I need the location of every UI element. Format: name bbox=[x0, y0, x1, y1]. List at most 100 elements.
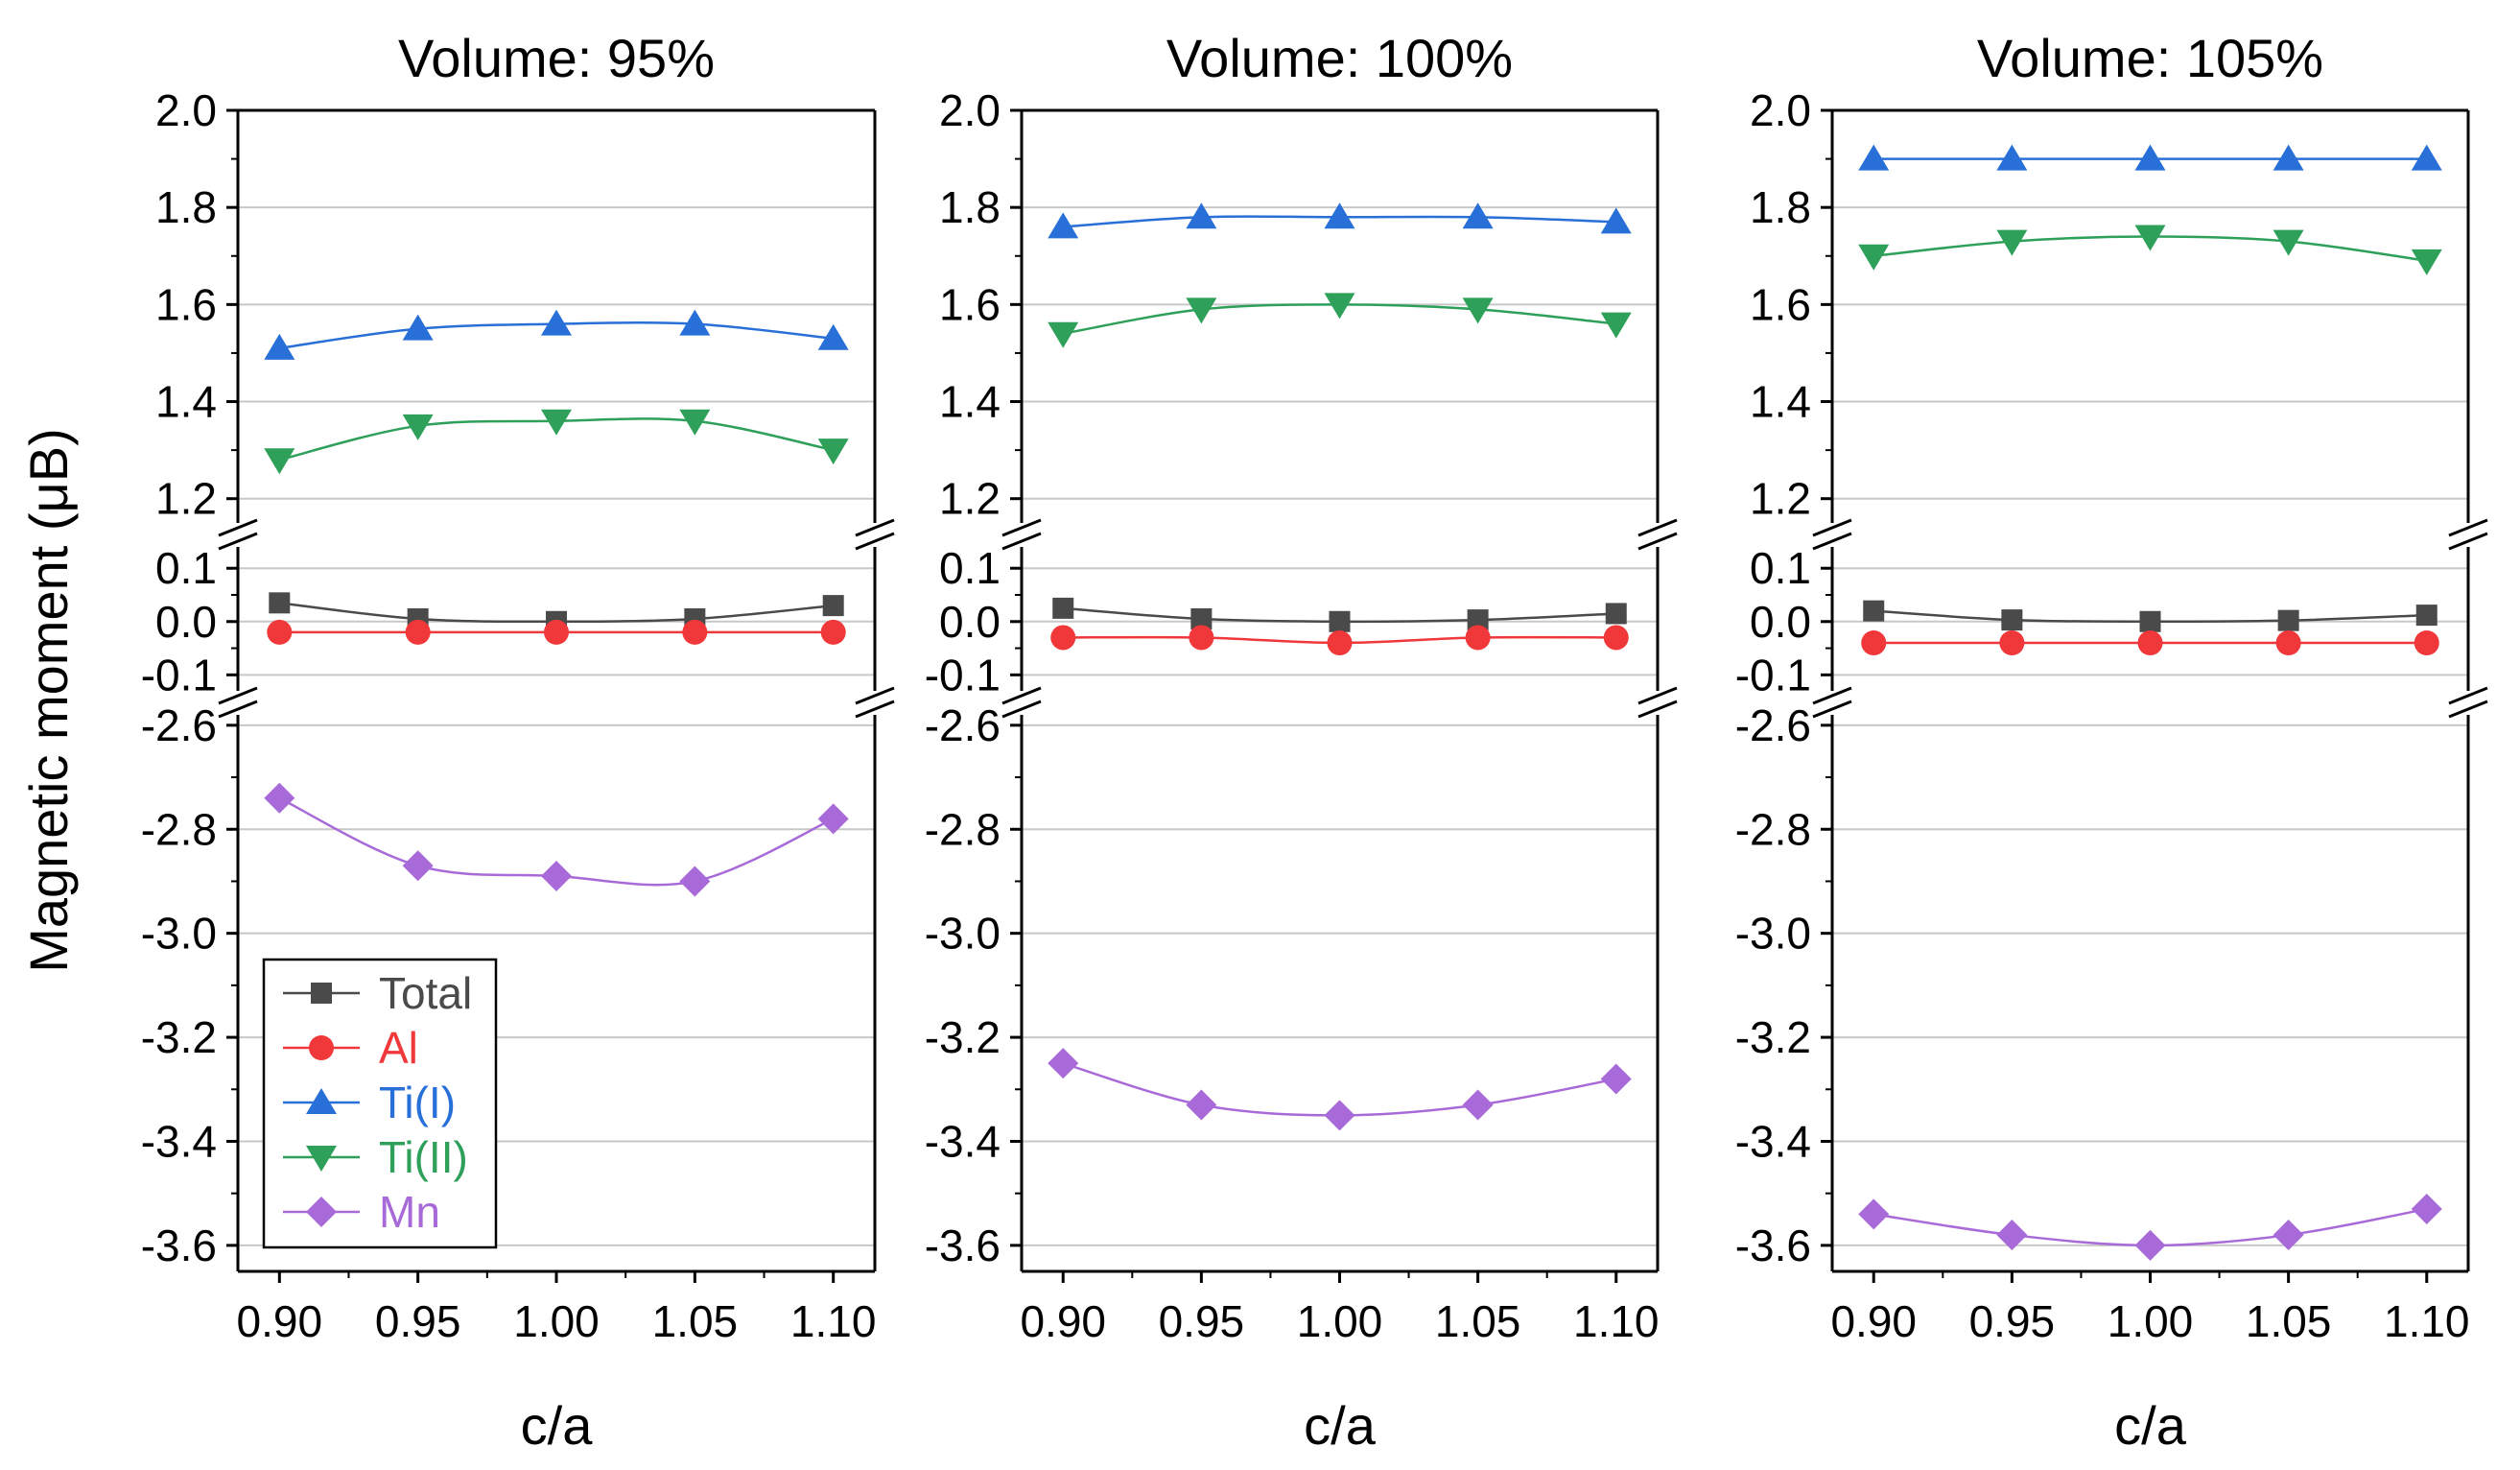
y-tick-label: 1.2 bbox=[1750, 474, 1811, 524]
y-tick-label: -3.2 bbox=[141, 1012, 217, 1062]
legend-marker bbox=[306, 1146, 337, 1172]
y-tick-label: -3.6 bbox=[141, 1221, 217, 1270]
data-point-total bbox=[2415, 605, 2438, 627]
data-point-ti-ii bbox=[1858, 244, 1890, 271]
axis-break-mark bbox=[1001, 532, 1042, 551]
y-tick-label: 0.0 bbox=[1750, 597, 1811, 647]
data-point-mn bbox=[541, 861, 572, 892]
y-tick-label: -3.6 bbox=[925, 1221, 1001, 1270]
data-point-al bbox=[267, 619, 293, 645]
axis-break-mark bbox=[2448, 532, 2488, 551]
data-point-mn bbox=[1462, 1089, 1494, 1121]
axis-break-mark bbox=[855, 686, 895, 705]
data-point-al bbox=[682, 619, 708, 645]
data-point-total bbox=[1467, 609, 1489, 631]
axis-break-mark bbox=[218, 699, 258, 719]
data-point-ti-ii bbox=[2411, 249, 2442, 275]
axis-break-mark bbox=[1001, 686, 1042, 705]
y-tick-label: -3.4 bbox=[1735, 1116, 1811, 1166]
data-point-mn bbox=[1186, 1089, 1217, 1121]
y-tick-label: -2.6 bbox=[141, 700, 217, 750]
data-point-mn bbox=[1858, 1198, 1890, 1230]
y-tick-label: 1.6 bbox=[939, 279, 1001, 329]
legend-item-ti-ii: Ti(II) bbox=[283, 1132, 468, 1182]
data-point-ti-i bbox=[1996, 144, 2028, 171]
legend-marker bbox=[309, 1035, 334, 1060]
data-point-ti-ii bbox=[264, 448, 295, 475]
x-tick-label: 0.95 bbox=[1969, 1296, 2056, 1346]
data-point-ti-i bbox=[541, 309, 572, 336]
legend-label: Al bbox=[379, 1023, 418, 1073]
axis-break-mark bbox=[855, 532, 895, 551]
data-point-ti-i bbox=[1462, 202, 1494, 229]
axis-break-mark bbox=[855, 699, 895, 719]
panel-title: Volume: 100% bbox=[1166, 28, 1513, 88]
data-point-ti-i bbox=[2134, 144, 2166, 171]
data-point-al bbox=[1327, 630, 1353, 655]
y-tick-label: -2.8 bbox=[1735, 804, 1811, 854]
data-point-al bbox=[1603, 625, 1629, 651]
legend-label: Ti(I) bbox=[379, 1078, 456, 1127]
data-point-ti-ii bbox=[2134, 225, 2166, 251]
axis-break-mark bbox=[1001, 518, 1042, 537]
y-tick-label: 1.8 bbox=[155, 182, 217, 232]
data-point-mn bbox=[679, 865, 711, 897]
data-point-total bbox=[269, 592, 291, 614]
x-tick-label: 1.05 bbox=[652, 1296, 739, 1346]
data-point-ti-i bbox=[1186, 202, 1217, 229]
legend-item-mn: Mn bbox=[283, 1187, 440, 1237]
y-tick-label: 2.0 bbox=[1750, 85, 1811, 135]
x-tick-label: 0.90 bbox=[237, 1296, 323, 1346]
data-point-mn bbox=[1324, 1100, 1355, 1131]
data-point-al bbox=[544, 619, 569, 645]
y-tick-label: 0.1 bbox=[939, 543, 1001, 593]
data-point-ti-i bbox=[679, 309, 711, 336]
y-tick-label: 1.2 bbox=[155, 474, 217, 524]
data-point-mn bbox=[1600, 1063, 1632, 1095]
x-axis-label: c/a bbox=[1304, 1395, 1377, 1456]
legend-label: Ti(II) bbox=[379, 1132, 468, 1182]
axis-break-mark bbox=[1812, 518, 1852, 537]
y-tick-label: -2.8 bbox=[141, 804, 217, 854]
y-tick-label: -0.1 bbox=[1735, 650, 1811, 699]
y-tick-label: -0.1 bbox=[925, 650, 1001, 699]
axis-break-mark bbox=[2448, 686, 2488, 705]
axis-break-mark bbox=[1001, 699, 1042, 719]
y-tick-label: -3.2 bbox=[925, 1012, 1001, 1062]
data-point-mn bbox=[1996, 1220, 2028, 1251]
data-point-total bbox=[1863, 600, 1885, 622]
x-tick-label: 0.95 bbox=[1159, 1296, 1245, 1346]
y-tick-label: 0.1 bbox=[155, 543, 217, 593]
axis-break-mark bbox=[1637, 532, 1678, 551]
y-tick-label: 0.0 bbox=[155, 597, 217, 647]
data-point-ti-i bbox=[1600, 207, 1632, 234]
axis-break-mark bbox=[855, 518, 895, 537]
data-point-total bbox=[2001, 609, 2023, 631]
chart-panel-2: 1.2 1.4 1.6 1.8 2.0 -0.10.00.1 -3.6 -3.4 -3.2 -3.… bbox=[925, 28, 1678, 1456]
y-tick-label: 1.4 bbox=[939, 377, 1001, 427]
axis-break-mark bbox=[1812, 699, 1852, 719]
x-tick-label: 0.90 bbox=[1830, 1296, 1917, 1346]
x-tick-label: 1.10 bbox=[1573, 1296, 1660, 1346]
y-tick-label: 1.2 bbox=[939, 474, 1001, 524]
y-tick-label: -3.6 bbox=[1735, 1221, 1811, 1270]
legend-marker bbox=[306, 1088, 337, 1114]
data-point-al bbox=[2414, 630, 2439, 655]
axis-break-mark bbox=[1812, 686, 1852, 705]
data-point-al bbox=[2275, 630, 2301, 655]
axis-break-mark bbox=[1637, 518, 1678, 537]
data-point-ti-ii bbox=[1462, 297, 1494, 324]
y-tick-label: 1.8 bbox=[939, 182, 1001, 232]
data-point-mn bbox=[1048, 1048, 1079, 1079]
y-tick-label: -3.4 bbox=[141, 1116, 217, 1166]
axis-break-mark bbox=[1812, 532, 1852, 551]
data-point-ti-i bbox=[402, 314, 434, 341]
x-tick-label: 1.05 bbox=[2246, 1296, 2332, 1346]
legend-item-al: Al bbox=[283, 1023, 418, 1073]
data-point-mn bbox=[2134, 1229, 2166, 1261]
x-axis-label: c/a bbox=[521, 1395, 594, 1456]
y-tick-label: 2.0 bbox=[939, 85, 1001, 135]
y-tick-label: -3.2 bbox=[1735, 1012, 1811, 1062]
